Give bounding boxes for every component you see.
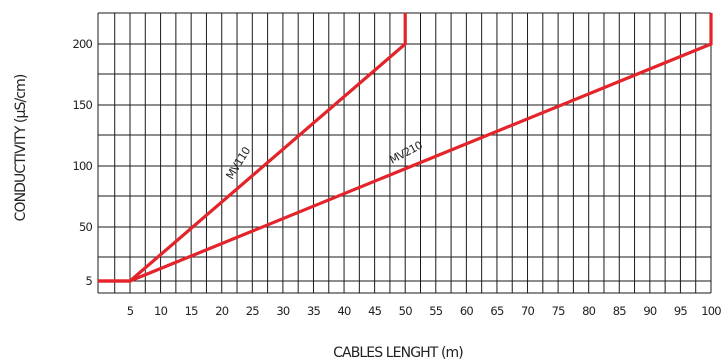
- x-axis-label: CABLES LENGHT (m): [333, 345, 463, 361]
- y-axis-label: CONDUCTIVITY (µS/cm): [13, 74, 29, 221]
- x-tick-label: 30: [276, 304, 290, 318]
- x-tick-label: 15: [185, 304, 199, 318]
- x-tick-label: 60: [460, 304, 474, 318]
- grid: [97, 12, 712, 294]
- x-tick-label: 20: [215, 304, 229, 318]
- x-tick-label: 100: [701, 304, 721, 318]
- y-tick-label: 100: [72, 159, 92, 173]
- x-tick-label: 25: [246, 304, 260, 318]
- x-tick-label: 5: [127, 304, 134, 318]
- x-tick-label: 35: [307, 304, 321, 318]
- x-tick-label: 95: [674, 304, 688, 318]
- x-tick-label: 55: [429, 304, 443, 318]
- x-tick-label: 70: [521, 304, 535, 318]
- series-lines: [98, 13, 713, 283]
- series-line-mv210: [98, 13, 713, 283]
- x-tick-label: 45: [368, 304, 382, 318]
- curve-label-mv110: MV110: [224, 144, 254, 181]
- tick-labels: 5 10 15 20 25 30 35 40 45 50 55 60 65 70 75 80 85 90 95 100…: [72, 37, 722, 318]
- y-tick-label: 5: [85, 274, 92, 288]
- x-tick-label: 50: [399, 304, 413, 318]
- x-tick-label: 75: [552, 304, 566, 318]
- y-tick-label: 200: [72, 37, 92, 51]
- x-tick-label: 40: [338, 304, 352, 318]
- x-tick-label: 65: [490, 304, 504, 318]
- y-tick-label: 50: [79, 220, 93, 234]
- x-tick-label: 85: [613, 304, 627, 318]
- y-tick-label: 150: [72, 98, 92, 112]
- x-tick-label: 90: [643, 304, 657, 318]
- x-tick-label: 10: [154, 304, 168, 318]
- x-tick-label: 80: [582, 304, 596, 318]
